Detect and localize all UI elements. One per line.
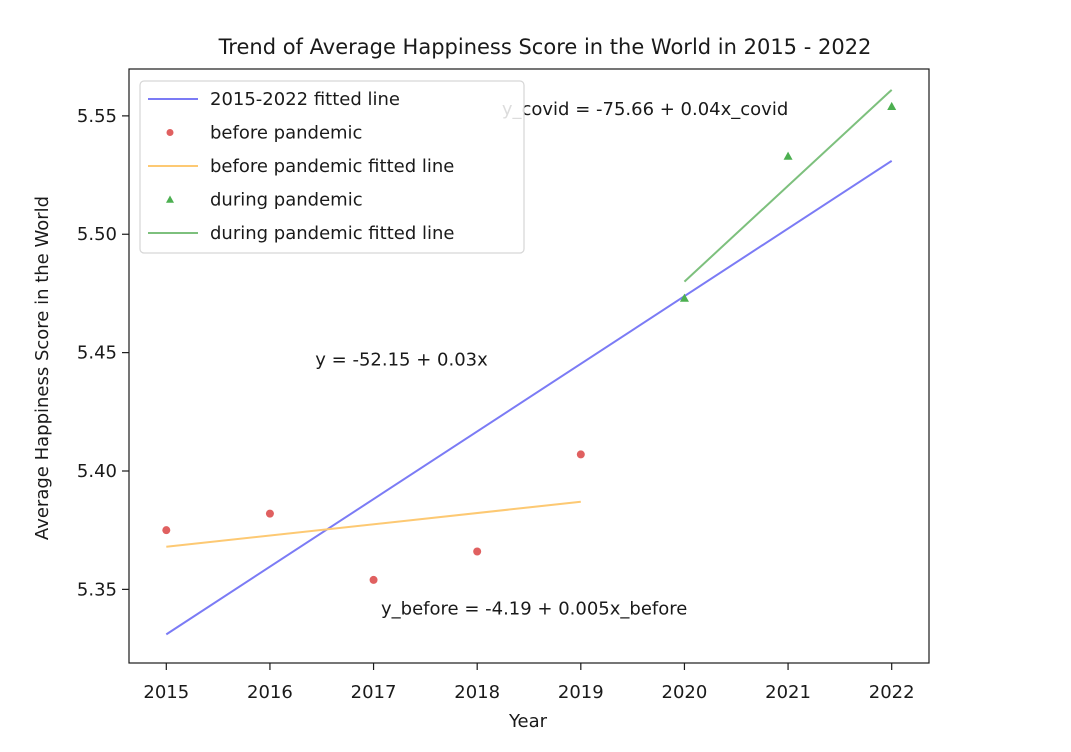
legend: 2015-2022 fitted line before pandemic befo… (139, 80, 525, 254)
y-tick-label: 5.40 (77, 461, 117, 482)
data-point-before-pandemic (369, 575, 378, 584)
series-line-1 (165, 160, 893, 636)
legend-label: 2015-2022 fitted line (210, 89, 400, 110)
data-point-during-pandemic (679, 293, 689, 302)
x-tick-label: 2018 (454, 682, 500, 703)
data-point-during-pandemic (887, 101, 897, 111)
equation-annotation-1: y_covid = -75.66 + 0.04x_covid (502, 99, 788, 120)
legend-item: before pandemic fitted line (148, 156, 454, 177)
x-tick-label: 2022 (869, 682, 915, 703)
y-axis-label: Average Happiness Score in the World (32, 196, 53, 540)
data-point-before-pandemic (576, 450, 585, 459)
x-tick-label: 2020 (662, 682, 708, 703)
equation-annotation-3: y_before = -4.19 + 0.005x_before (381, 598, 687, 619)
y-tick-label: 5.45 (77, 343, 117, 364)
x-axis-label: Year (508, 711, 548, 732)
x-tick-label: 2016 (247, 682, 293, 703)
legend-label: before pandemic (210, 123, 362, 144)
plot-area: 2015 2016 2017 2018 2019 2020 2021 2022 5.35 5.40… (77, 68, 930, 703)
series-line-5 (683, 89, 893, 283)
legend-swatch-triangle (166, 195, 174, 203)
legend-box (139, 80, 525, 254)
legend-item: 2015-2022 fitted line (148, 89, 400, 110)
y-tick-label: 5.50 (77, 224, 117, 245)
series-line-3 (166, 500, 581, 548)
data-point-before-pandemic (473, 547, 482, 556)
legend-item: during pandemic fitted line (148, 223, 454, 244)
x-tick-label: 2015 (143, 682, 189, 703)
legend-swatch-dot (166, 129, 174, 136)
data-point-before-pandemic (265, 509, 274, 518)
legend-item: before pandemic (166, 123, 362, 144)
axes-frame (128, 68, 930, 664)
y-tick-label: 5.55 (77, 106, 117, 127)
x-tick-label: 2017 (351, 682, 397, 703)
y-tick-label: 5.35 (77, 579, 117, 600)
x-tick-label: 2021 (765, 682, 811, 703)
legend-label: during pandemic fitted line (210, 223, 454, 244)
equation-annotation-2: y = -52.15 + 0.03x (315, 350, 488, 371)
x-tick-label: 2019 (558, 682, 604, 703)
legend-item: during pandemic (166, 190, 363, 211)
data-point-before-pandemic (162, 526, 171, 535)
chart-title: Trend of Average Happiness Score in the … (218, 35, 872, 59)
data-point-during-pandemic (783, 151, 793, 160)
legend-label: during pandemic (210, 190, 363, 211)
legend-label: before pandemic fitted line (210, 156, 454, 177)
